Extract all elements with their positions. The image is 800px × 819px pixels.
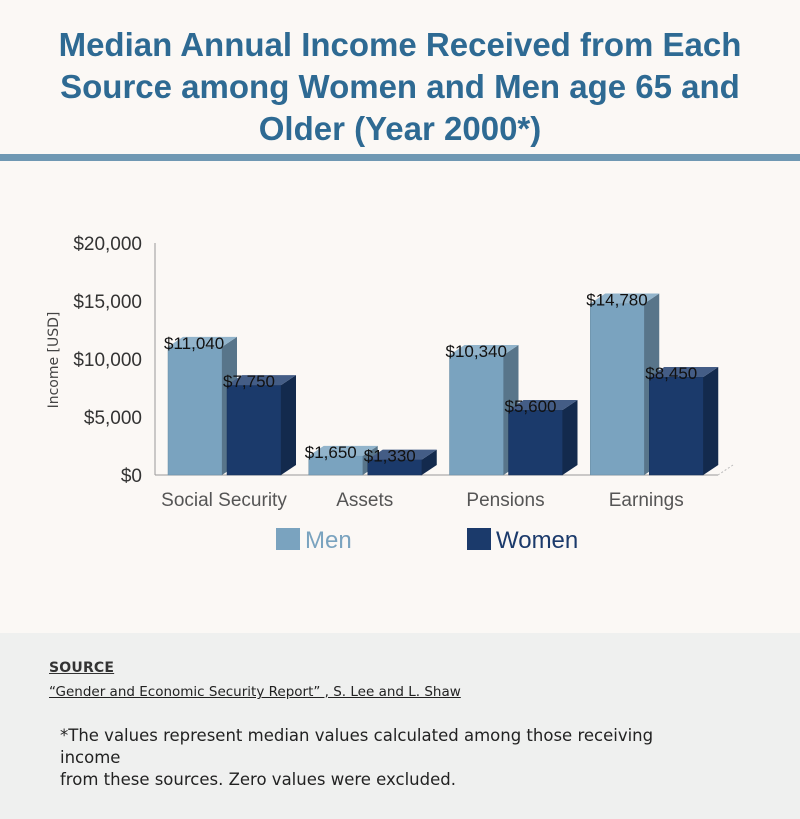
title-line: Median Annual Income Received from Each (58, 26, 742, 63)
source-heading: SOURCE (49, 660, 115, 676)
source-footer: SOURCE “Gender and Economic Security Rep… (0, 633, 800, 819)
bar-top (227, 375, 296, 386)
data-label: $1,650 (305, 443, 357, 462)
bar-front (449, 354, 504, 476)
title-divider (0, 154, 800, 161)
bar-side (562, 400, 578, 475)
bar-top (367, 449, 437, 460)
bar-side (703, 366, 719, 475)
data-label: $8,450 (645, 364, 697, 383)
bar-front (590, 303, 645, 476)
bar-front (649, 376, 704, 476)
bar-front (226, 384, 282, 476)
data-label: $1,330 (364, 447, 416, 466)
footnote-line: *The values represent median values calc… (60, 726, 654, 767)
bar-front (167, 346, 223, 476)
data-label: $11,040 (164, 334, 224, 353)
bar-front (508, 409, 563, 476)
data-label: $14,780 (586, 291, 647, 310)
legend-label: Women (496, 527, 578, 554)
x-tick-label: Pensions (466, 490, 544, 511)
bar-side (421, 449, 437, 475)
bar-top (449, 345, 519, 356)
bar-side (281, 375, 296, 475)
y-axis-label: Income [USD] (46, 312, 62, 409)
bar-chart: $0 $5,000 $10,000 $15,000 $20,000 Income [USD… (46, 234, 734, 554)
source-link[interactable]: “Gender and Economic Security Report” , … (49, 684, 461, 700)
bar-top (308, 445, 378, 456)
data-label: $10,340 (446, 342, 507, 361)
footnote-line: from these sources. Zero values were exc… (60, 770, 456, 789)
x-tick-label: Earnings (609, 490, 684, 511)
x-tick-label: Social Security (161, 490, 287, 511)
bar-top (508, 400, 578, 411)
x-tick-label: Assets (336, 490, 393, 511)
legend-swatch (276, 528, 300, 550)
data-label: $5,600 (505, 397, 557, 416)
bar-top (590, 293, 660, 304)
y-tick-label: $20,000 (73, 234, 142, 255)
bar-top (168, 336, 237, 347)
chart-title: Median Annual Income Received from Each … (0, 24, 800, 150)
data-label: $7,750 (223, 372, 275, 391)
y-tick-label: $10,000 (73, 350, 142, 371)
y-tick-label: $15,000 (73, 292, 142, 313)
legend-label: Men (305, 527, 352, 554)
footnote: *The values represent median values calc… (60, 725, 700, 791)
y-tick-label: $0 (121, 466, 142, 487)
y-tick-label: $5,000 (84, 408, 142, 429)
bar-top (649, 366, 719, 377)
floor-edge (717, 464, 734, 476)
title-line: Older (Year 2000*) (258, 110, 542, 147)
title-line: Source among Women and Men age 65 and (60, 68, 740, 105)
legend-swatch (467, 528, 491, 550)
